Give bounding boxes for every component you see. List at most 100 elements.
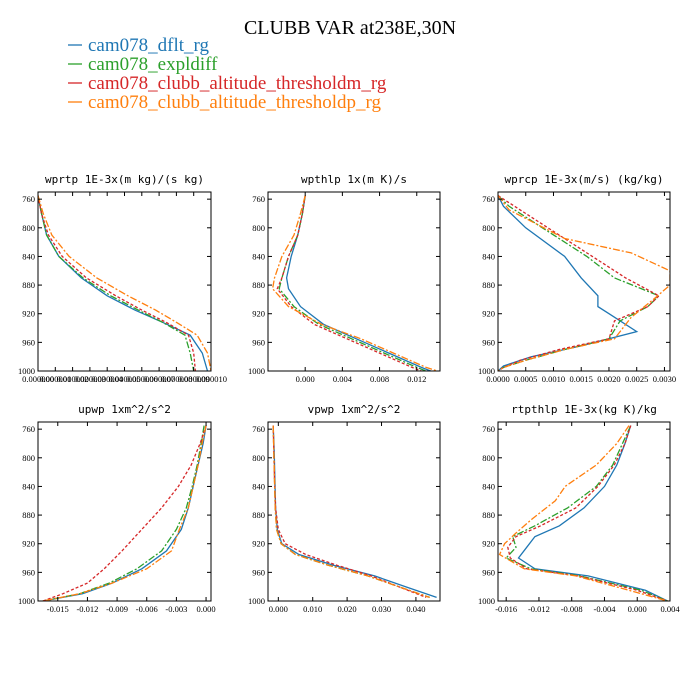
series-line bbox=[505, 425, 668, 601]
x-tick-label: 0.020 bbox=[338, 604, 357, 614]
y-tick-label: 920 bbox=[252, 309, 265, 319]
y-tick-label: 960 bbox=[252, 567, 265, 577]
y-tick-label: 960 bbox=[22, 337, 35, 347]
panels: wprtp 1E-3x(m kg)/(s kg) 760 800 840 880 920 9… bbox=[18, 173, 680, 614]
legend-entry: cam078_clubb_altitude_thresholdp_rg bbox=[88, 92, 382, 113]
x-tick-label: 0.000003 bbox=[74, 374, 106, 384]
legend-entry: cam078_clubb_altitude_thresholdm_rg bbox=[88, 73, 387, 94]
y-tick-label: 800 bbox=[22, 223, 35, 233]
series-group bbox=[498, 425, 668, 601]
y-tick-label: 760 bbox=[482, 424, 495, 434]
x-tick-label: 0.000002 bbox=[57, 374, 89, 384]
x-tick-label: 0.000008 bbox=[160, 374, 192, 384]
panel: wprtp 1E-3x(m kg)/(s kg) 760 800 840 880 920 9… bbox=[18, 173, 227, 384]
y-tick-label: 1000 bbox=[248, 596, 265, 606]
y-tick-label: 880 bbox=[22, 280, 35, 290]
x-tick-label: 0.000009 bbox=[178, 374, 210, 384]
y-tick-label: 920 bbox=[482, 539, 495, 549]
series-line bbox=[272, 425, 430, 599]
series-line bbox=[42, 425, 205, 601]
plot-frame bbox=[497, 191, 671, 372]
series-line bbox=[38, 195, 195, 371]
y-tick-label: 800 bbox=[482, 223, 495, 233]
panel: wpthlp 1x(m K)/s 760 800 840 880 920 960 1000 0.… bbox=[248, 173, 441, 384]
plot-frame bbox=[497, 421, 671, 602]
y-tick-label: 960 bbox=[482, 567, 495, 577]
x-tick-label: 0.040 bbox=[406, 604, 425, 614]
panel-title: wprcp 1E-3x(m/s) (kg/kg) bbox=[505, 173, 664, 186]
plot-frame bbox=[37, 421, 212, 602]
y-tick-label: 920 bbox=[22, 539, 35, 549]
series-group bbox=[42, 425, 207, 601]
legend-entry: cam078_dflt_rg bbox=[88, 35, 210, 56]
x-tick-label: 0.004 bbox=[660, 604, 680, 614]
y-tick-label: 840 bbox=[482, 251, 495, 261]
panel: upwp 1xm^2/s^2 760 800 840 880 920 960 1000 -0.0… bbox=[18, 403, 216, 614]
y-tick-label: 760 bbox=[482, 194, 495, 204]
y-tick-label: 880 bbox=[22, 510, 35, 520]
y-tick-label: 760 bbox=[252, 194, 265, 204]
y-tick-label: 1000 bbox=[248, 366, 265, 376]
x-tick-label: -0.006 bbox=[136, 604, 158, 614]
series-group bbox=[272, 425, 437, 599]
y-tick-label: 960 bbox=[482, 337, 495, 347]
x-tick-label: -0.008 bbox=[561, 604, 583, 614]
y-tick-label: 840 bbox=[22, 481, 35, 491]
series-line bbox=[507, 425, 668, 601]
y-tick-label: 1000 bbox=[18, 366, 35, 376]
y-tick-label: 1000 bbox=[478, 596, 495, 606]
panel-title: rtpthlp 1E-3x(kg K)/kg bbox=[511, 403, 657, 416]
legend-entry: cam078_expldiff bbox=[88, 54, 218, 75]
x-tick-label: 0.012 bbox=[407, 374, 426, 384]
series-line bbox=[498, 195, 639, 371]
x-tick-label: -0.004 bbox=[593, 604, 616, 614]
y-tick-label: 800 bbox=[22, 453, 35, 463]
y-tick-label: 960 bbox=[22, 567, 35, 577]
x-tick-label: 0.000000 bbox=[22, 374, 54, 384]
panel: vpwp 1xm^2/s^2 760 800 840 880 920 960 1000 0.00… bbox=[248, 403, 441, 614]
y-tick-label: 840 bbox=[22, 251, 35, 261]
x-tick-label: 0.000007 bbox=[143, 374, 175, 384]
panel-title: vpwp 1xm^2/s^2 bbox=[308, 403, 401, 416]
series-group bbox=[38, 195, 211, 371]
y-tick-label: 880 bbox=[252, 510, 265, 520]
y-tick-label: 760 bbox=[22, 194, 35, 204]
x-tick-label: 0.000 bbox=[196, 604, 215, 614]
x-tick-label: 0.010 bbox=[303, 604, 322, 614]
x-tick-label: 0.030 bbox=[372, 604, 391, 614]
x-tick-label: 0.0000 bbox=[486, 374, 509, 384]
x-tick-label: 0.000 bbox=[269, 604, 288, 614]
chart-title: CLUBB VAR at238E,30N bbox=[244, 17, 456, 39]
x-tick-label: 0.008 bbox=[370, 374, 389, 384]
series-line bbox=[498, 425, 668, 601]
series-group bbox=[271, 195, 438, 371]
y-tick-label: 1000 bbox=[478, 366, 495, 376]
x-tick-label: 0.000001 bbox=[39, 374, 71, 384]
x-tick-label: 0.000 bbox=[296, 374, 315, 384]
y-tick-label: 920 bbox=[22, 309, 35, 319]
x-tick-label: -0.012 bbox=[528, 604, 550, 614]
panel-title: upwp 1xm^2/s^2 bbox=[78, 403, 171, 416]
legend: cam078_dflt_rgcam078_expldiffcam078_club… bbox=[68, 35, 387, 113]
y-tick-label: 760 bbox=[252, 424, 265, 434]
x-tick-label: 0.000006 bbox=[126, 374, 158, 384]
series-line bbox=[276, 195, 422, 371]
x-tick-label: -0.012 bbox=[76, 604, 98, 614]
x-tick-label: 0.0010 bbox=[542, 374, 565, 384]
y-tick-label: 880 bbox=[482, 510, 495, 520]
x-tick-label: -0.003 bbox=[165, 604, 187, 614]
panel: wprcp 1E-3x(m/s) (kg/kg) 760 800 840 880 920 9… bbox=[478, 173, 676, 384]
y-tick-label: 960 bbox=[252, 337, 265, 347]
x-tick-label: 0.000010 bbox=[195, 374, 227, 384]
series-group bbox=[498, 195, 670, 371]
y-tick-label: 840 bbox=[252, 251, 265, 261]
y-tick-label: 800 bbox=[482, 453, 495, 463]
y-tick-label: 880 bbox=[482, 280, 495, 290]
plot-frame bbox=[267, 191, 441, 372]
y-tick-label: 840 bbox=[252, 481, 265, 491]
panel-title: wprtp 1E-3x(m kg)/(s kg) bbox=[45, 173, 204, 186]
x-tick-label: 0.0025 bbox=[625, 374, 648, 384]
y-tick-label: 920 bbox=[252, 539, 265, 549]
x-tick-label: 0.000005 bbox=[109, 374, 141, 384]
